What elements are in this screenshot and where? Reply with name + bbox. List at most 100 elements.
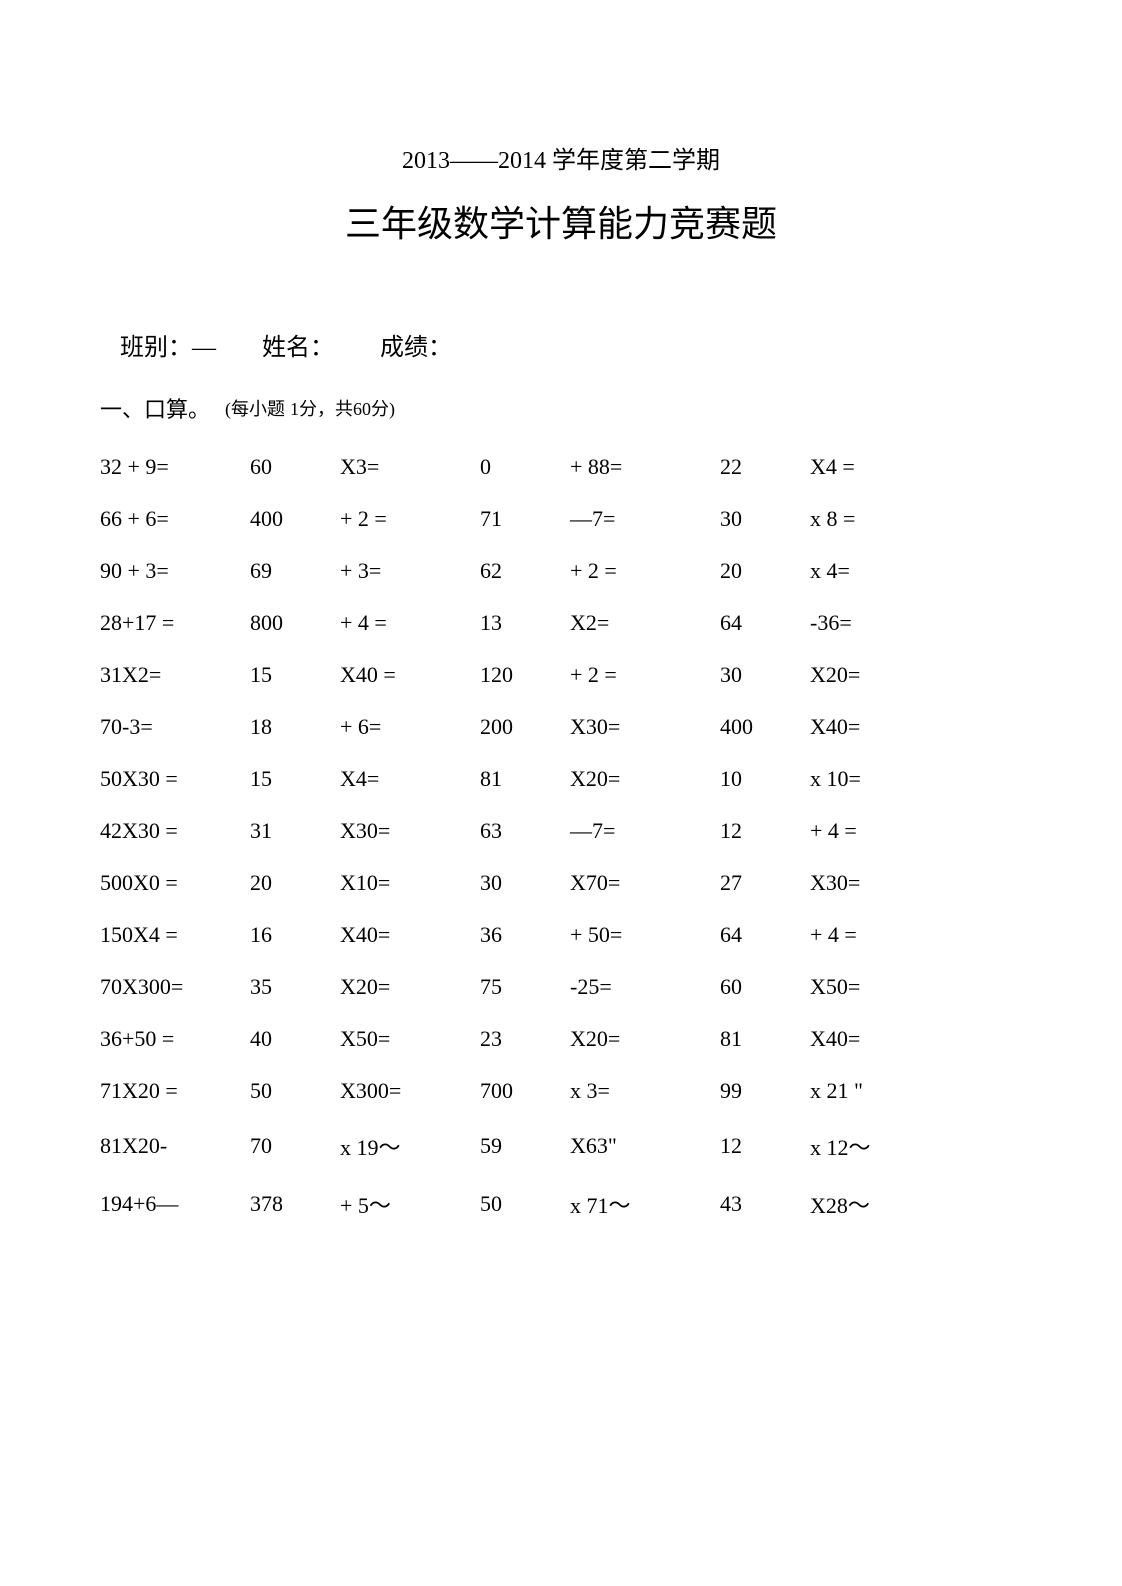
info-row: 班别：— 姓名： 成绩： (100, 327, 1022, 362)
problem-cell: x 3= (570, 1078, 720, 1104)
problem-cell: 20 (720, 558, 810, 584)
problem-cell: 32 + 9= (100, 454, 250, 480)
problem-cell: 20 (250, 870, 340, 896)
problem-row: 81X20-70x 19〜59X63"12x 12〜 (100, 1130, 1022, 1162)
score-label: 成绩： (380, 335, 452, 361)
subtitle: 2013——2014 学年度第二学期 (100, 140, 1022, 175)
problem-cell: 60 (720, 974, 810, 1000)
problem-cell: X30= (340, 818, 480, 844)
problem-cell: 90 + 3= (100, 558, 250, 584)
problem-cell: 400 (250, 506, 340, 532)
problem-cell: X4 = (810, 454, 940, 480)
problem-cell: 31X2= (100, 662, 250, 688)
problem-row: 194+6—378+ 5〜50x 71〜43X28〜 (100, 1188, 1022, 1220)
problem-cell: 66 + 6= (100, 506, 250, 532)
problem-cell: X20= (570, 1026, 720, 1052)
problem-row: 500X0 =20X10=30X70=27X30= (100, 870, 1022, 896)
problem-cell: -36= (810, 610, 940, 636)
problem-cell: 40 (250, 1026, 340, 1052)
problem-cell: x 10= (810, 766, 940, 792)
problems-grid: 32 + 9=60X3=0+ 88=22X4 =66 + 6=400+ 2 =7… (100, 454, 1022, 1220)
problem-cell: + 2 = (570, 558, 720, 584)
problem-cell: 50X30 = (100, 766, 250, 792)
name-label: 姓名： (262, 335, 334, 361)
problem-cell: 69 (250, 558, 340, 584)
problem-cell: X28〜 (810, 1188, 940, 1220)
problem-cell: X2= (570, 610, 720, 636)
problem-cell: 18 (250, 714, 340, 740)
problem-cell: 81 (720, 1026, 810, 1052)
problem-cell: 12 (720, 818, 810, 844)
problem-cell: 10 (720, 766, 810, 792)
problem-row: 70-3=18+ 6=200X30=400X40= (100, 714, 1022, 740)
problem-cell: 70 (250, 1133, 340, 1159)
problem-cell: X20= (810, 662, 940, 688)
problem-cell: 30 (720, 662, 810, 688)
problem-cell: + 50= (570, 922, 720, 948)
problem-cell: X70= (570, 870, 720, 896)
problem-cell: 0 (480, 454, 570, 480)
problem-cell: x 12〜 (810, 1130, 940, 1162)
problem-cell: X40= (810, 714, 940, 740)
problem-cell: x 71〜 (570, 1188, 720, 1220)
problem-cell: x 21 " (810, 1078, 940, 1104)
problem-cell: 63 (480, 818, 570, 844)
problem-row: 50X30 =15X4=81X20=10x 10= (100, 766, 1022, 792)
problem-cell: 23 (480, 1026, 570, 1052)
problem-cell: 81X20- (100, 1133, 250, 1159)
problem-cell: 13 (480, 610, 570, 636)
problem-cell: x 4= (810, 558, 940, 584)
problem-cell: 71X20 = (100, 1078, 250, 1104)
problem-row: 28+17 =800+ 4 =13X2=64-36= (100, 610, 1022, 636)
instructions: 一、口算。 (每小题 1分，共60分) (100, 392, 1022, 424)
problem-cell: 43 (720, 1191, 810, 1217)
problem-cell: X40= (340, 922, 480, 948)
problem-cell: 16 (250, 922, 340, 948)
problem-row: 66 + 6=400+ 2 =71—7=30x 8 = (100, 506, 1022, 532)
problem-cell: 70X300= (100, 974, 250, 1000)
problem-cell: + 4 = (810, 818, 940, 844)
problem-cell: 400 (720, 714, 810, 740)
problem-cell: X40 = (340, 662, 480, 688)
problem-cell: X4= (340, 766, 480, 792)
problem-cell: 194+6— (100, 1191, 250, 1217)
problem-cell: 36 (480, 922, 570, 948)
problem-cell: -25= (570, 974, 720, 1000)
problem-cell: 71 (480, 506, 570, 532)
problem-cell: x 8 = (810, 506, 940, 532)
problem-cell: 500X0 = (100, 870, 250, 896)
problem-row: 71X20 =50X300=700x 3=99x 21 " (100, 1078, 1022, 1104)
problem-cell: X20= (570, 766, 720, 792)
problem-cell: 62 (480, 558, 570, 584)
problem-cell: 99 (720, 1078, 810, 1104)
problem-cell: 27 (720, 870, 810, 896)
problem-cell: 59 (480, 1133, 570, 1159)
problem-row: 31X2=15X40 =120+ 2 =30X20= (100, 662, 1022, 688)
problem-cell: 64 (720, 922, 810, 948)
problem-cell: 81 (480, 766, 570, 792)
problem-cell: X20= (340, 974, 480, 1000)
problem-cell: 35 (250, 974, 340, 1000)
problem-cell: 800 (250, 610, 340, 636)
problem-cell: 120 (480, 662, 570, 688)
problem-cell: 15 (250, 766, 340, 792)
problem-cell: 30 (480, 870, 570, 896)
problem-cell: 200 (480, 714, 570, 740)
problem-cell: 36+50 = (100, 1026, 250, 1052)
problem-cell: X300= (340, 1078, 480, 1104)
problem-cell: X10= (340, 870, 480, 896)
problem-cell: 70-3= (100, 714, 250, 740)
problem-row: 32 + 9=60X3=0+ 88=22X4 = (100, 454, 1022, 480)
problem-cell: 700 (480, 1078, 570, 1104)
problem-cell: 378 (250, 1191, 340, 1217)
page-title: 三年级数学计算能力竞赛题 (100, 195, 1022, 247)
problem-cell: 150X4 = (100, 922, 250, 948)
problem-cell: + 3= (340, 558, 480, 584)
problem-cell: + 6= (340, 714, 480, 740)
problem-cell: + 5〜 (340, 1188, 480, 1220)
problem-row: 42X30 =31X30=63—7=12+ 4 = (100, 818, 1022, 844)
problem-cell: —7= (570, 818, 720, 844)
problem-cell: 50 (250, 1078, 340, 1104)
problem-cell: + 4 = (810, 922, 940, 948)
problem-cell: x 19〜 (340, 1130, 480, 1162)
